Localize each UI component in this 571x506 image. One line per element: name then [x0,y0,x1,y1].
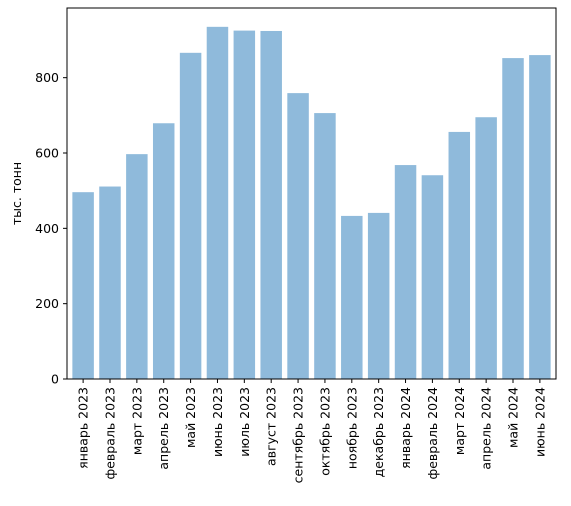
x-tick-label: февраль 2024 [425,387,440,480]
x-tick-label: март 2023 [129,387,144,455]
x-tick-label: июнь 2023 [210,387,225,457]
x-tick-label: июнь 2024 [532,387,547,457]
x-tick-label: апрель 2024 [479,387,494,470]
bar-10 [314,113,336,380]
bar-17 [502,58,524,379]
y-tick-label: 800 [35,70,59,85]
bar-13 [394,165,417,379]
y-axis-label: тыс. тонн [9,162,24,225]
x-tick-label: декабрь 2023 [371,387,386,477]
x-tick-label: июль 2023 [237,387,252,457]
x-tick-label: март 2024 [452,387,467,455]
y-tick-label: 200 [35,296,59,311]
x-tick-label: сентябрь 2023 [291,387,306,483]
x-tick-label: январь 2024 [398,387,413,469]
plot-frame [66,7,557,380]
bar-1 [72,192,94,379]
y-tick-label: 0 [51,372,59,387]
bar-14 [421,175,444,379]
bar-12 [367,212,390,379]
bar-9 [287,93,309,380]
bars-layer [72,26,551,380]
y-tick-label: 600 [35,146,59,161]
bar-16 [475,117,497,379]
bar-4 [152,123,175,379]
bar-8 [260,30,282,379]
axes-layer: 0 200 400 600 800 январь 2023 февраль 2023 март… [35,7,557,483]
bar-18 [529,55,551,380]
x-tick-label: октябрь 2023 [317,387,332,476]
bar-2 [99,186,121,379]
x-tick-label: февраль 2023 [102,387,117,479]
x-tick-label: январь 2023 [76,387,91,469]
x-tick-label: ноябрь 2023 [344,387,359,469]
x-tick-label: май 2023 [183,387,198,448]
bar-6 [206,26,229,379]
bar-3 [126,154,148,379]
bar-15 [448,131,471,379]
y-tick-label: 400 [35,221,59,236]
bar-5 [179,52,202,379]
x-tick-label: август 2023 [264,387,279,466]
bar-11 [341,215,363,379]
x-tick-label: апрель 2023 [156,387,171,470]
x-tick-label: май 2024 [506,387,521,448]
bar-7 [233,30,256,379]
